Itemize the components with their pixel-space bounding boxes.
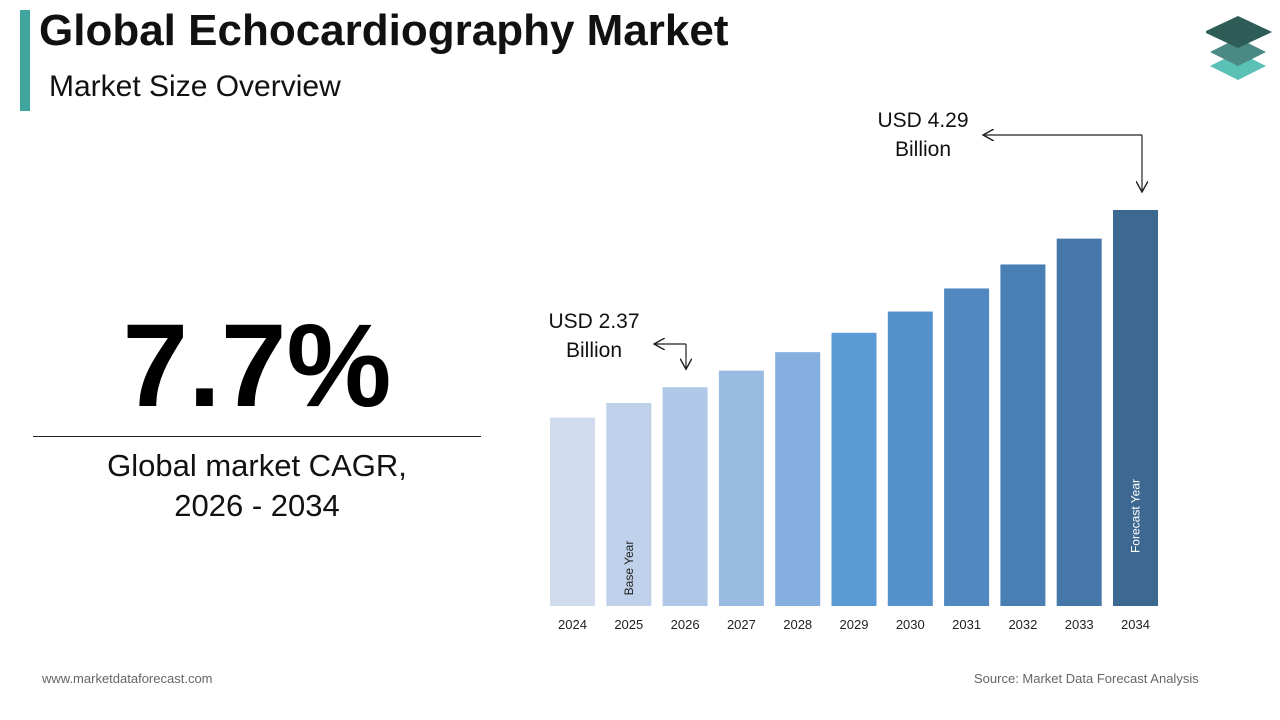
bar-label-2034: Forecast Year: [1129, 479, 1143, 553]
cagr-divider: [33, 436, 481, 437]
annotation-value-2034: USD 4.29: [877, 109, 968, 132]
stacked-layers-icon: [1206, 16, 1272, 80]
x-tick-label: 2026: [671, 617, 700, 632]
bar-label-2025: Base Year: [622, 541, 636, 596]
footer-website: www.marketdataforecast.com: [42, 671, 213, 686]
x-tick-label: 2031: [952, 617, 981, 632]
x-tick-label: 2025: [614, 617, 643, 632]
x-tick-label: 2030: [896, 617, 925, 632]
x-tick-label: 2029: [840, 617, 869, 632]
bar-2028: [775, 352, 821, 606]
bar-2026: [662, 387, 708, 606]
cagr-label: Global market CAGR, 2026 - 2034: [33, 446, 481, 526]
cagr-label-line2: 2026 - 2034: [174, 488, 340, 523]
bar-2030: [887, 311, 933, 606]
x-tick-label: 2024: [558, 617, 587, 632]
annotation-unit-2026: Billion: [566, 339, 622, 362]
x-tick-label: 2027: [727, 617, 756, 632]
bar-2024: [550, 417, 595, 606]
bar-2025: [606, 402, 652, 606]
bar-2029: [831, 332, 877, 606]
cagr-label-line1: Global market CAGR,: [107, 448, 407, 483]
x-tick-label: 2033: [1065, 617, 1094, 632]
title-accent-bar: [20, 10, 30, 111]
bar-2032: [1000, 264, 1046, 606]
cagr-value: 7.7%: [122, 300, 392, 432]
bar-2031: [944, 288, 990, 606]
x-tick-label: 2034: [1121, 617, 1150, 632]
page-title: Global Echocardiography Market: [39, 6, 729, 55]
bar-2027: [718, 370, 764, 606]
bar-2033: [1056, 238, 1102, 606]
annotation-value-2026: USD 2.37: [548, 310, 639, 333]
page-subtitle: Market Size Overview: [49, 70, 341, 103]
footer-source: Source: Market Data Forecast Analysis: [974, 671, 1199, 686]
bar-2034: [1113, 210, 1158, 606]
x-tick-label: 2028: [783, 617, 812, 632]
annotation-unit-2034: Billion: [895, 138, 951, 161]
x-tick-label: 2032: [1008, 617, 1037, 632]
